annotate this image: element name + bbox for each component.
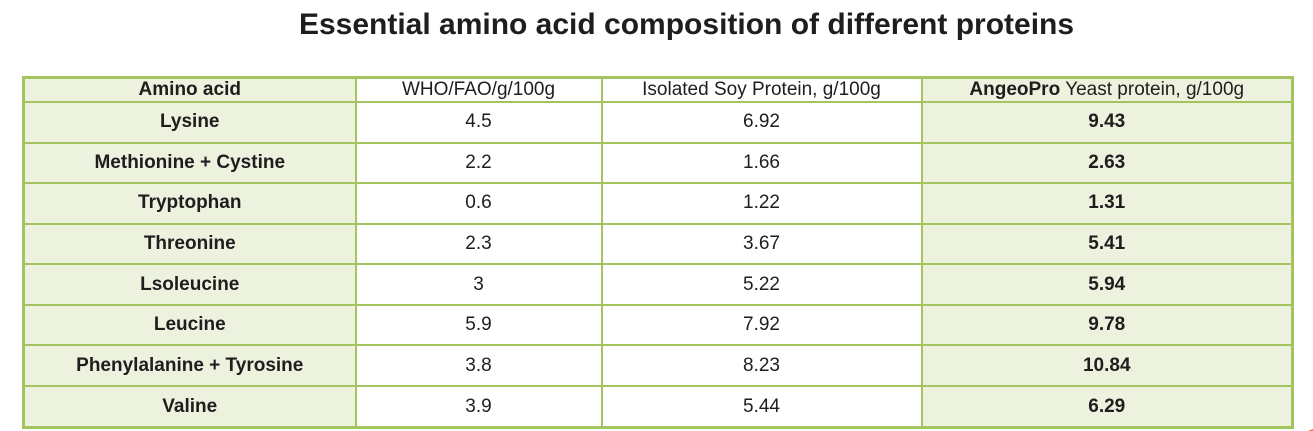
soy-protein-value-cell: 1.66 [600,141,923,185]
who-fao-value-cell: 2.3 [354,222,603,266]
amino-acid-name-cell: Lysine [22,101,357,144]
who-fao-value-cell: 4.5 [354,101,603,144]
amino-acid-name-cell: Phenylalanine + Tyrosine [22,344,357,388]
angeopro-header-rest: Yeast protein, g/100g [1065,79,1245,100]
angeopro-value-cell: 1.31 [920,182,1294,225]
header-who-fao: WHO/FAO/g/100g [354,76,603,103]
amino-acid-name-cell: Methionine + Cystine [22,141,357,185]
angeopro-value-cell: 9.43 [920,101,1294,144]
table-row: Methionine + Cystine 2.2 1.66 2.63 [22,141,1294,185]
header-angeopro: AngeoPro Yeast protein, g/100g [920,76,1294,103]
table-header-row: Amino acid WHO/FAO/g/100g Isolated Soy P… [22,76,1294,103]
table-row: Lysine 4.5 6.92 9.43 [22,101,1294,144]
soy-protein-value-cell: 3.67 [600,222,923,266]
amino-acid-name-cell: Threonine [22,222,357,266]
soy-protein-value-cell: 5.44 [600,385,923,429]
header-soy-protein: Isolated Soy Protein, g/100g [600,76,923,103]
page-title: Essential amino acid composition of diff… [298,8,1075,41]
table-row: Valine 3.9 5.44 6.29 [22,385,1294,429]
table-row: Leucine 5.9 7.92 9.78 [22,303,1294,347]
table-row: Threonine 2.3 3.67 5.41 [22,222,1294,266]
amino-acid-name-cell: Lsoleucine [22,263,357,306]
amino-acid-name-cell: Leucine [22,303,357,347]
angeopro-value-cell: 2.63 [920,141,1294,185]
table-row: Tryptophan 0.6 1.22 1.31 [22,182,1294,225]
page: Essential amino acid composition of diff… [0,8,1313,431]
amino-acid-name-cell: Valine [22,385,357,429]
table-row: Phenylalanine + Tyrosine 3.8 8.23 10.84 [22,344,1294,388]
amino-acid-name-cell: Tryptophan [22,182,357,225]
who-fao-value-cell: 3 [354,263,603,306]
angeopro-value-cell: 5.94 [920,263,1294,306]
soy-protein-value-cell: 7.92 [600,303,923,347]
who-fao-value-cell: 2.2 [354,141,603,185]
who-fao-value-cell: 5.9 [354,303,603,347]
table-row: Lsoleucine 3 5.22 5.94 [22,263,1294,306]
soy-protein-value-cell: 8.23 [600,344,923,388]
amino-acid-table: Amino acid WHO/FAO/g/100g Isolated Soy P… [22,76,1294,429]
angeopro-brand-label: AngeoPro [969,79,1061,100]
angeopro-value-cell: 5.41 [920,222,1294,266]
table-body: Lysine 4.5 6.92 9.43 Methionine + Cystin… [22,101,1294,429]
soy-protein-value-cell: 5.22 [600,263,923,306]
header-amino-acid: Amino acid [22,76,357,103]
soy-protein-value-cell: 1.22 [600,182,923,225]
soy-protein-value-cell: 6.92 [600,101,923,144]
angeopro-value-cell: 6.29 [920,385,1294,429]
angeopro-value-cell: 10.84 [920,344,1294,388]
who-fao-value-cell: 3.9 [354,385,603,429]
who-fao-value-cell: 0.6 [354,182,603,225]
angeopro-value-cell: 9.78 [920,303,1294,347]
who-fao-value-cell: 3.8 [354,344,603,388]
